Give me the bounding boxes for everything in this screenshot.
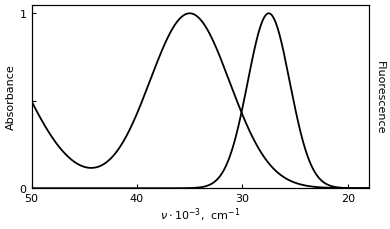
Y-axis label: Absorbance: Absorbance [5, 64, 16, 130]
Y-axis label: Fluorescence: Fluorescence [374, 60, 385, 134]
X-axis label: $\nu\cdot10^{-3}$,  cm$^{-1}$: $\nu\cdot10^{-3}$, cm$^{-1}$ [160, 206, 241, 224]
